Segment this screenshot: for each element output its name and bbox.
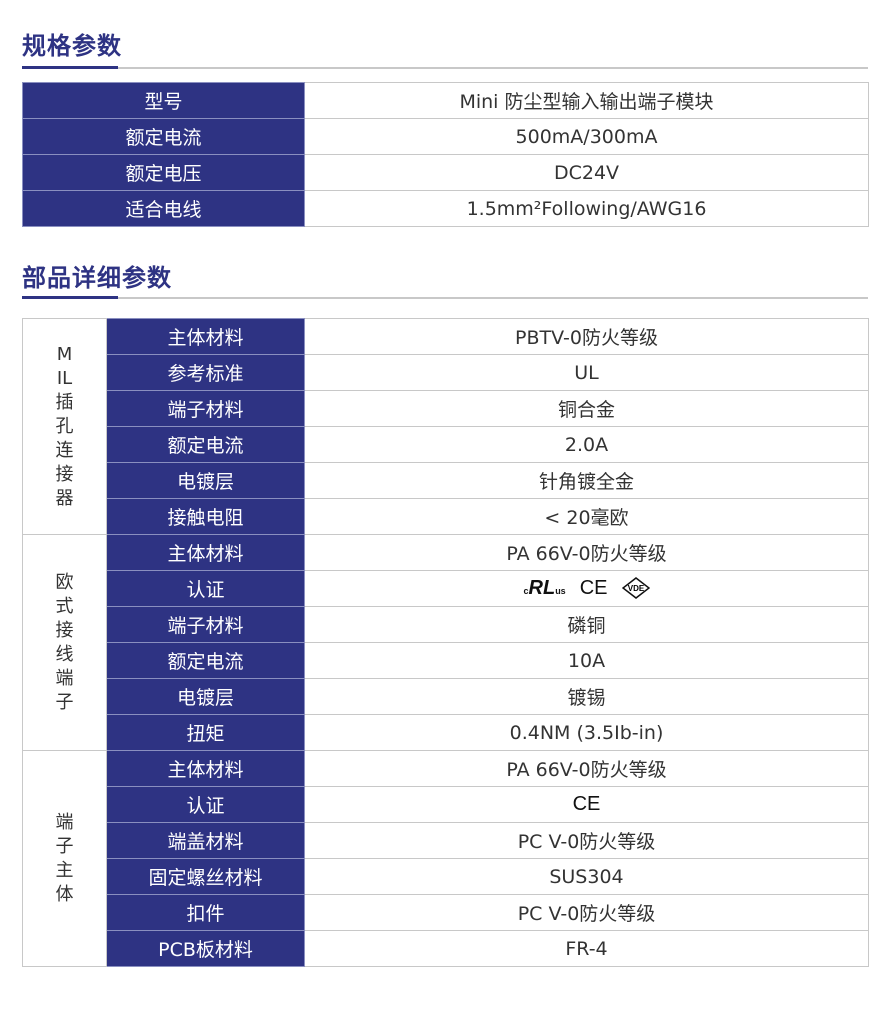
row-value: 针角镀全金 <box>304 462 869 499</box>
table-row: 适合电线 1.5mm²Following/AWG16 <box>22 190 869 227</box>
vde-mark-icon: VDE <box>621 576 650 601</box>
row-label: 固定螺丝材料 <box>106 858 305 895</box>
row-value: cRLus CE VDE <box>304 570 869 607</box>
table-row: 扭矩 0.4NM (3.5Ib-in) <box>23 714 869 751</box>
group-name: 端子主体 <box>55 811 74 905</box>
table-row: 固定螺丝材料 SUS304 <box>23 858 869 895</box>
table-row: 额定电流 10A <box>23 642 869 679</box>
spec-table: 型号 Mini 防尘型输入输出端子模块 额定电流 500mA/300mA 额定电压 DC2… <box>22 82 869 227</box>
row-label: 接触电阻 <box>106 498 305 535</box>
spec-title: 规格参数 <box>22 32 122 60</box>
row-label: 扣件 <box>106 894 305 931</box>
table-row: MIL插孔连接器 主体材料 PBTV-0防火等级 <box>22 318 869 535</box>
row-label: 认证 <box>106 786 305 823</box>
table-row: 参考标准 UL <box>23 354 869 391</box>
row-value: 铜合金 <box>304 390 869 427</box>
parts-table: MIL插孔连接器 主体材料 PBTV-0防火等级 参考标准 UL 端子材料 铜合金 额定电流 2… <box>22 318 869 967</box>
table-row: 端盖材料 PC V-0防火等级 <box>23 822 869 859</box>
table-row: 欧式接线端子 主体材料 PA 66V-0防火等级 <box>22 534 869 751</box>
row-value: 1.5mm²Following/AWG16 <box>304 190 869 227</box>
row-label: 认证 <box>106 570 305 607</box>
row-value: CE <box>304 786 869 823</box>
row-label: 额定电流 <box>106 642 305 679</box>
table-row: 扣件 PC V-0防火等级 <box>23 894 869 931</box>
row-label: 电镀层 <box>106 462 305 499</box>
parts-title: 部品详细参数 <box>22 264 172 292</box>
table-row: 型号 Mini 防尘型输入输出端子模块 <box>22 82 869 119</box>
row-value: 2.0A <box>304 426 869 463</box>
row-label: 适合电线 <box>22 190 305 227</box>
row-label: 扭矩 <box>106 714 305 751</box>
row-label: 额定电流 <box>106 426 305 463</box>
row-value: 500mA/300mA <box>304 118 869 155</box>
group-label: 端子主体 <box>22 750 107 967</box>
group-label: 欧式接线端子 <box>22 534 107 751</box>
row-value: 10A <box>304 642 869 679</box>
table-row: 端子材料 铜合金 <box>23 390 869 427</box>
table-row: 接触电阻 < 20毫欧 <box>23 498 869 535</box>
row-label: 主体材料 <box>106 534 305 571</box>
row-label: 型号 <box>22 82 305 119</box>
table-row: 认证 CE <box>23 786 869 823</box>
group-name: MIL插孔连接器 <box>55 343 74 509</box>
table-row: 额定电流 500mA/300mA <box>22 118 869 155</box>
row-value: Mini 防尘型输入输出端子模块 <box>304 82 869 119</box>
row-value: PC V-0防火等级 <box>304 822 869 859</box>
table-row: 额定电流 2.0A <box>23 426 869 463</box>
table-row: 电镀层 针角镀全金 <box>23 462 869 499</box>
row-label: 参考标准 <box>106 354 305 391</box>
row-label: 主体材料 <box>106 750 305 787</box>
row-value: PA 66V-0防火等级 <box>304 750 869 787</box>
row-value: PA 66V-0防火等级 <box>304 534 869 571</box>
row-label: 主体材料 <box>106 318 305 355</box>
row-label: 端盖材料 <box>106 822 305 859</box>
ce-mark-icon: CE <box>572 793 601 815</box>
row-label: 端子材料 <box>106 606 305 643</box>
ul-mark-icon: cRLus <box>523 577 566 599</box>
row-value: DC24V <box>304 154 869 191</box>
parts-divider <box>22 296 868 299</box>
row-label: PCB板材料 <box>106 930 305 967</box>
table-row: 认证 cRLus CE VDE <box>23 570 869 607</box>
row-value: < 20毫欧 <box>304 498 869 535</box>
group-label: MIL插孔连接器 <box>22 318 107 535</box>
row-value: SUS304 <box>304 858 869 895</box>
row-value: 0.4NM (3.5Ib-in) <box>304 714 869 751</box>
table-row: 额定电压 DC24V <box>22 154 869 191</box>
table-row: 端子主体 主体材料 PA 66V-0防火等级 <box>22 750 869 967</box>
ce-mark-icon: CE <box>579 577 608 599</box>
row-label: 电镀层 <box>106 678 305 715</box>
row-value: 镀锡 <box>304 678 869 715</box>
row-label: 额定电压 <box>22 154 305 191</box>
spec-divider <box>22 66 868 69</box>
row-value: PC V-0防火等级 <box>304 894 869 931</box>
table-row: PCB板材料 FR-4 <box>23 930 869 967</box>
group-name: 欧式接线端子 <box>55 571 74 713</box>
row-label: 额定电流 <box>22 118 305 155</box>
table-row: 电镀层 镀锡 <box>23 678 869 715</box>
row-label: 端子材料 <box>106 390 305 427</box>
row-value: FR-4 <box>304 930 869 967</box>
svg-text:VDE: VDE <box>627 584 644 593</box>
row-value: UL <box>304 354 869 391</box>
table-row: 端子材料 磷铜 <box>23 606 869 643</box>
row-value: 磷铜 <box>304 606 869 643</box>
row-value: PBTV-0防火等级 <box>304 318 869 355</box>
